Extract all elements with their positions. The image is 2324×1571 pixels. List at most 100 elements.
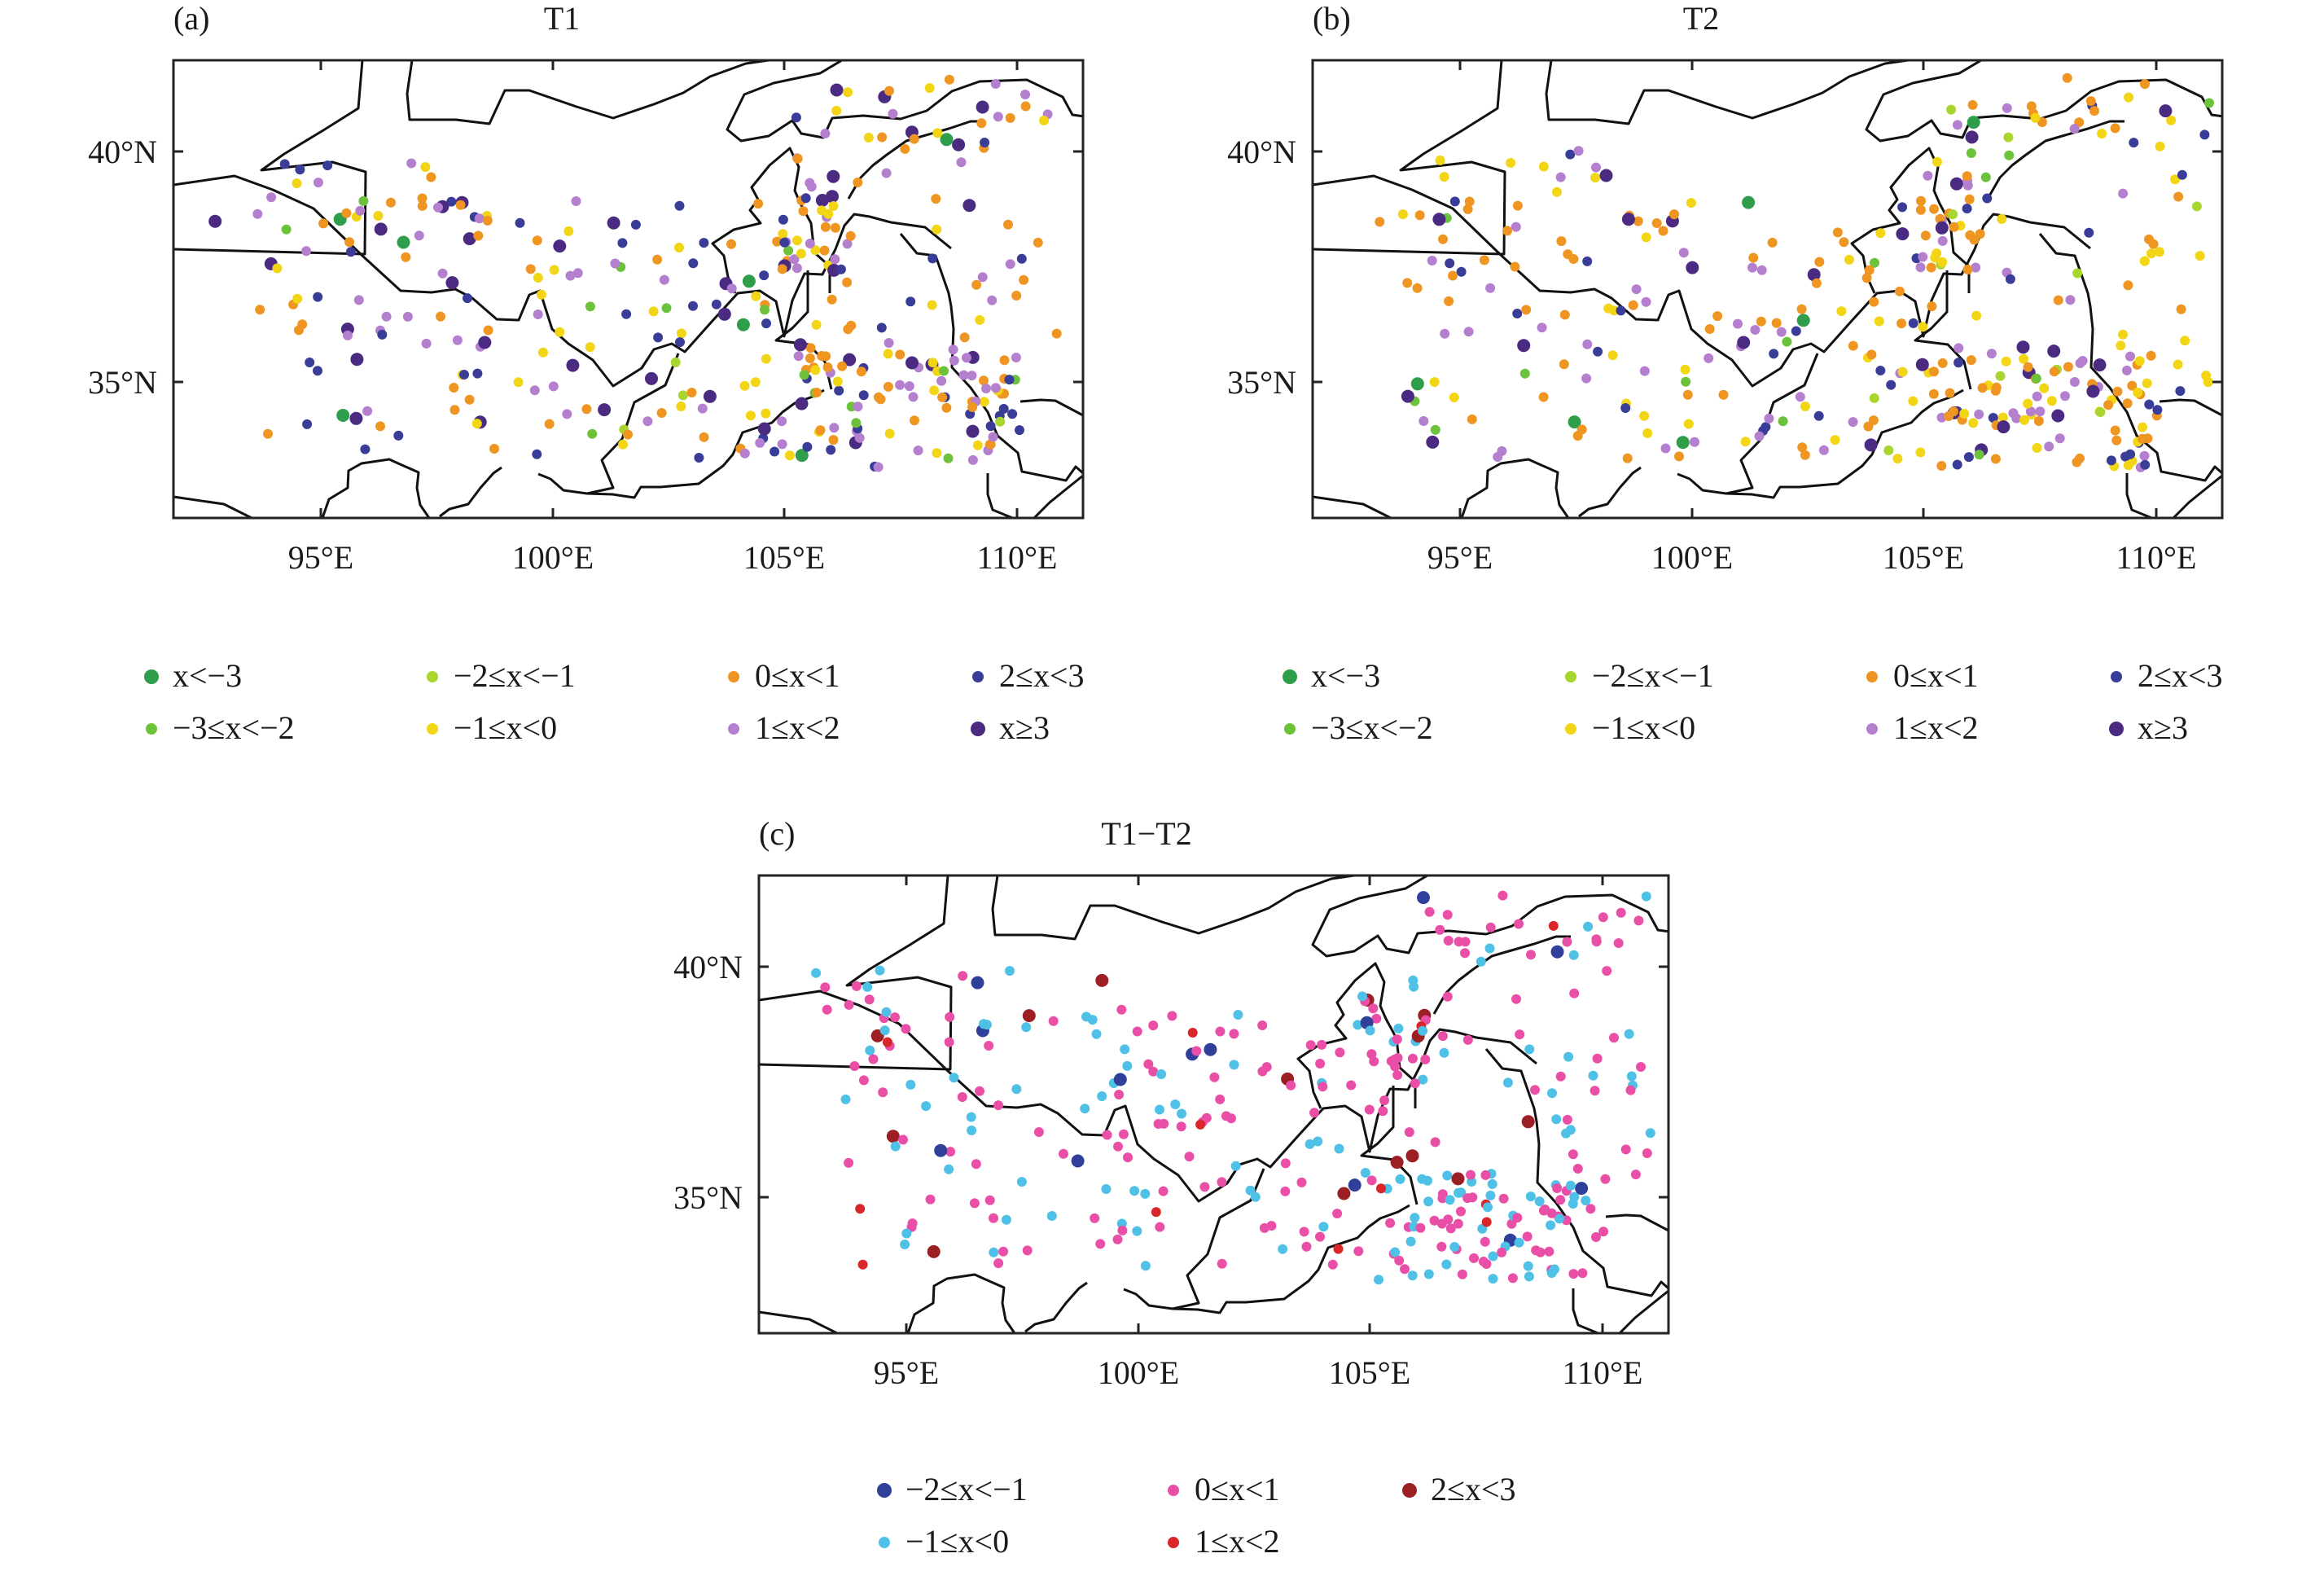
station-dot [1435, 924, 1445, 935]
legend-label: −2≤x<−1 [905, 1471, 1028, 1507]
station-dot [949, 355, 959, 366]
station-dot [1366, 1049, 1377, 1060]
station-dot [1485, 1190, 1496, 1200]
station-dot [1593, 346, 1603, 357]
station-dot [1364, 1104, 1375, 1115]
station-dot [975, 314, 985, 325]
station-dot [820, 982, 831, 993]
station-dot [1988, 413, 1998, 423]
station-dot [1337, 1187, 1351, 1200]
station-dot [855, 1204, 866, 1214]
station-dot [1737, 336, 1751, 349]
legend-label: 1≤x<2 [755, 709, 840, 746]
station-dot [420, 162, 431, 173]
station-dot [1641, 891, 1651, 902]
station-dot [777, 264, 787, 274]
station-dot [1642, 1148, 1652, 1158]
station-dot [1440, 328, 1450, 339]
station-dot [426, 172, 436, 182]
station-dot [1550, 945, 1564, 959]
station-dot [2134, 356, 2145, 366]
station-dot [1937, 358, 1948, 368]
station-dot [1537, 323, 1547, 333]
station-dot [985, 439, 996, 450]
station-dot [1848, 417, 1858, 428]
station-dot [1511, 994, 1521, 1004]
station-dot [607, 216, 620, 230]
station-dot [958, 971, 968, 981]
station-dot [1418, 1025, 1427, 1036]
station-dot [2201, 371, 2212, 381]
station-dot [272, 263, 283, 274]
station-dot [2138, 422, 2147, 432]
station-dot [1442, 910, 1453, 920]
station-dot [350, 353, 364, 366]
station-dot [2060, 391, 2070, 402]
station-dot [1051, 328, 1062, 339]
station-dot [842, 277, 853, 287]
station-dot [2191, 201, 2202, 212]
station-dot [1929, 366, 1939, 377]
station-dot [886, 1130, 900, 1143]
station-dot [393, 430, 404, 441]
station-dot [1112, 1234, 1123, 1244]
station-dot [397, 235, 410, 249]
lon-tick-label: 105°E [1329, 1354, 1410, 1391]
station-dot [360, 444, 371, 454]
station-dot [856, 366, 866, 377]
station-dot [789, 254, 800, 265]
station-dot [882, 1037, 892, 1047]
station-dot [1315, 1059, 1326, 1069]
station-dot [865, 1045, 875, 1055]
map-frame [757, 874, 1670, 1335]
station-dot [1011, 353, 1021, 362]
station-dot [1365, 1025, 1375, 1036]
station-dot [1113, 1073, 1127, 1086]
station-dot [858, 390, 869, 401]
station-dot [653, 332, 664, 343]
station-dot [931, 194, 941, 204]
station-dot [751, 291, 761, 301]
station-dot [993, 1258, 1004, 1269]
station-dot [1554, 1213, 1564, 1224]
station-dot [1332, 1209, 1343, 1219]
station-dot [805, 343, 816, 353]
station-dot [1514, 1237, 1524, 1248]
station-dot [843, 324, 853, 335]
station-dot [905, 1079, 916, 1090]
station-dot [881, 1007, 892, 1017]
station-dot [1915, 262, 1926, 273]
station-dot [1395, 1174, 1405, 1184]
station-dot [971, 279, 982, 290]
station-dot [927, 253, 938, 264]
station-dot [1415, 1222, 1426, 1233]
station-dot [2062, 72, 2072, 83]
station-dot [489, 444, 499, 454]
legend-label: x<−3 [173, 657, 242, 694]
station-dot [1512, 200, 1523, 211]
station-dot [483, 325, 493, 336]
station-dot [1390, 1247, 1401, 1257]
station-dot [1118, 1129, 1129, 1139]
station-dot [699, 238, 709, 248]
station-dot [924, 83, 935, 94]
station-dot [305, 358, 315, 367]
station-dot [2118, 188, 2129, 199]
station-dot [1525, 1191, 1536, 1202]
station-dot [2084, 227, 2094, 238]
station-dot [1020, 90, 1030, 99]
station-dot [826, 190, 839, 204]
station-dot [2063, 362, 2073, 372]
panel-a-tag: (a) [173, 0, 209, 37]
station-dot [761, 408, 771, 419]
station-dot [1524, 1044, 1535, 1055]
station-dot [778, 229, 788, 239]
station-dot [1453, 1218, 1463, 1229]
station-dot [548, 381, 559, 392]
station-dot [2049, 366, 2059, 377]
station-dot [717, 307, 731, 321]
station-dot [1962, 171, 1972, 182]
station-dot [313, 178, 323, 188]
station-dot [883, 381, 893, 392]
station-dot [1769, 349, 1779, 359]
